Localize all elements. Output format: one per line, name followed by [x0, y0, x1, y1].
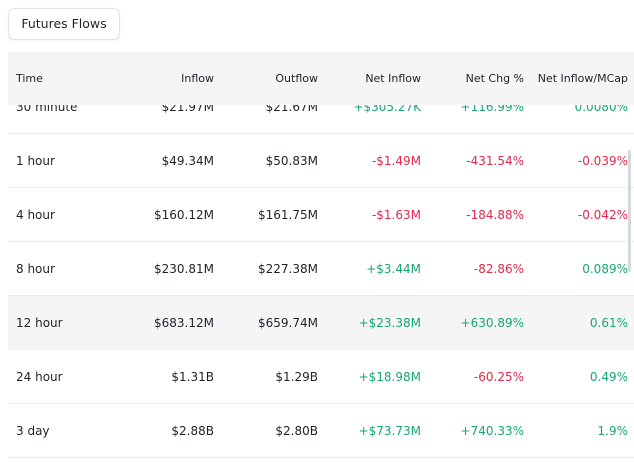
- table-cell: +$73.73M: [358, 423, 421, 438]
- table-row: 30 minute $21.97M $21.67M +$305.27K +116.99%…: [8, 105, 634, 134]
- table-body: 30 minute $21.97M $21.67M +$305.27K +116.99%…: [8, 105, 634, 462]
- header-cell: Net Chg %: [465, 72, 524, 85]
- table-cell: $227.38M: [258, 261, 318, 276]
- table-cell: +$305.27K: [353, 105, 421, 114]
- table-row: 3 day $2.88B $2.80B +$73.73M +740.33% 1.9%: [8, 404, 634, 458]
- table-cell: +$23.38M: [358, 315, 421, 330]
- header-cell: Net Inflow/MCap: [537, 72, 628, 85]
- table-cell: $683.12M: [154, 315, 214, 330]
- table-cell: $1.29B: [275, 369, 318, 384]
- table-cell: 8 hour: [16, 261, 55, 276]
- table-cell: $21.67M: [265, 105, 318, 114]
- table-cell: +630.89%: [460, 315, 524, 330]
- header-cell: Outflow: [275, 72, 318, 85]
- table-cell: -0.039%: [577, 153, 628, 168]
- table-row: 4 hour $160.12M $161.75M -$1.63M -184.88% -0.…: [8, 188, 634, 242]
- table-header: Time Inflow Outflow Net Inflow Net Chg % Net …: [8, 52, 634, 105]
- table-cell: $2.80B: [275, 423, 318, 438]
- table-cell: -431.54%: [466, 153, 524, 168]
- table-cell: 0.0080%: [574, 105, 628, 114]
- table-row: 1 hour $49.34M $50.83M -$1.49M -431.54% -0.03…: [8, 134, 634, 188]
- table-cell: -60.25%: [473, 369, 524, 384]
- futures-flows-button[interactable]: Futures Flows: [8, 8, 120, 40]
- table-cell: -184.88%: [466, 207, 524, 222]
- table-cell: $1.31B: [171, 369, 214, 384]
- header-cell: Inflow: [181, 72, 214, 85]
- table-cell: 0.49%: [589, 369, 628, 384]
- table-cell: 24 hour: [16, 369, 63, 384]
- scrollbar: [628, 150, 631, 272]
- table-cell: $21.97M: [161, 105, 214, 114]
- table-cell: -$1.63M: [371, 207, 421, 222]
- table-cell: +$3.44M: [366, 261, 421, 276]
- table-cell: $161.75M: [258, 207, 318, 222]
- table-cell: $659.74M: [258, 315, 318, 330]
- table-cell: $160.12M: [154, 207, 214, 222]
- table-cell: -$1.49M: [371, 153, 421, 168]
- table-cell: 4 hour: [16, 207, 55, 222]
- table-cell: 0.61%: [589, 315, 628, 330]
- table-cell: -0.042%: [577, 207, 628, 222]
- table-cell: 30 minute: [16, 105, 78, 114]
- table-cell: 0.089%: [582, 261, 628, 276]
- table-cell: +$18.98M: [358, 369, 421, 384]
- table-row: 24 hour $1.31B $1.29B +$18.98M -60.25% 0.49%: [8, 350, 634, 404]
- table-cell: 1.9%: [597, 423, 629, 438]
- header-cell: Net Inflow: [365, 72, 421, 85]
- table-cell: $50.83M: [265, 153, 318, 168]
- table-row: 12 hour $683.12M $659.74M +$23.38M +630.89% 0…: [8, 296, 634, 350]
- table-cell: $49.34M: [161, 153, 214, 168]
- table-cell: $230.81M: [154, 261, 214, 276]
- table-cell: -82.86%: [473, 261, 524, 276]
- table-row: 8 hour $230.81M $227.38M +$3.44M -82.86% 0.08…: [8, 242, 634, 296]
- table-cell: +116.99%: [460, 105, 524, 114]
- table-cell: $2.88B: [171, 423, 214, 438]
- header-cell: Time: [16, 72, 43, 85]
- table-cell: 1 hour: [16, 153, 55, 168]
- table-cell: 3 day: [16, 423, 50, 438]
- table-cell: 12 hour: [16, 315, 63, 330]
- table-cell: +740.33%: [460, 423, 524, 438]
